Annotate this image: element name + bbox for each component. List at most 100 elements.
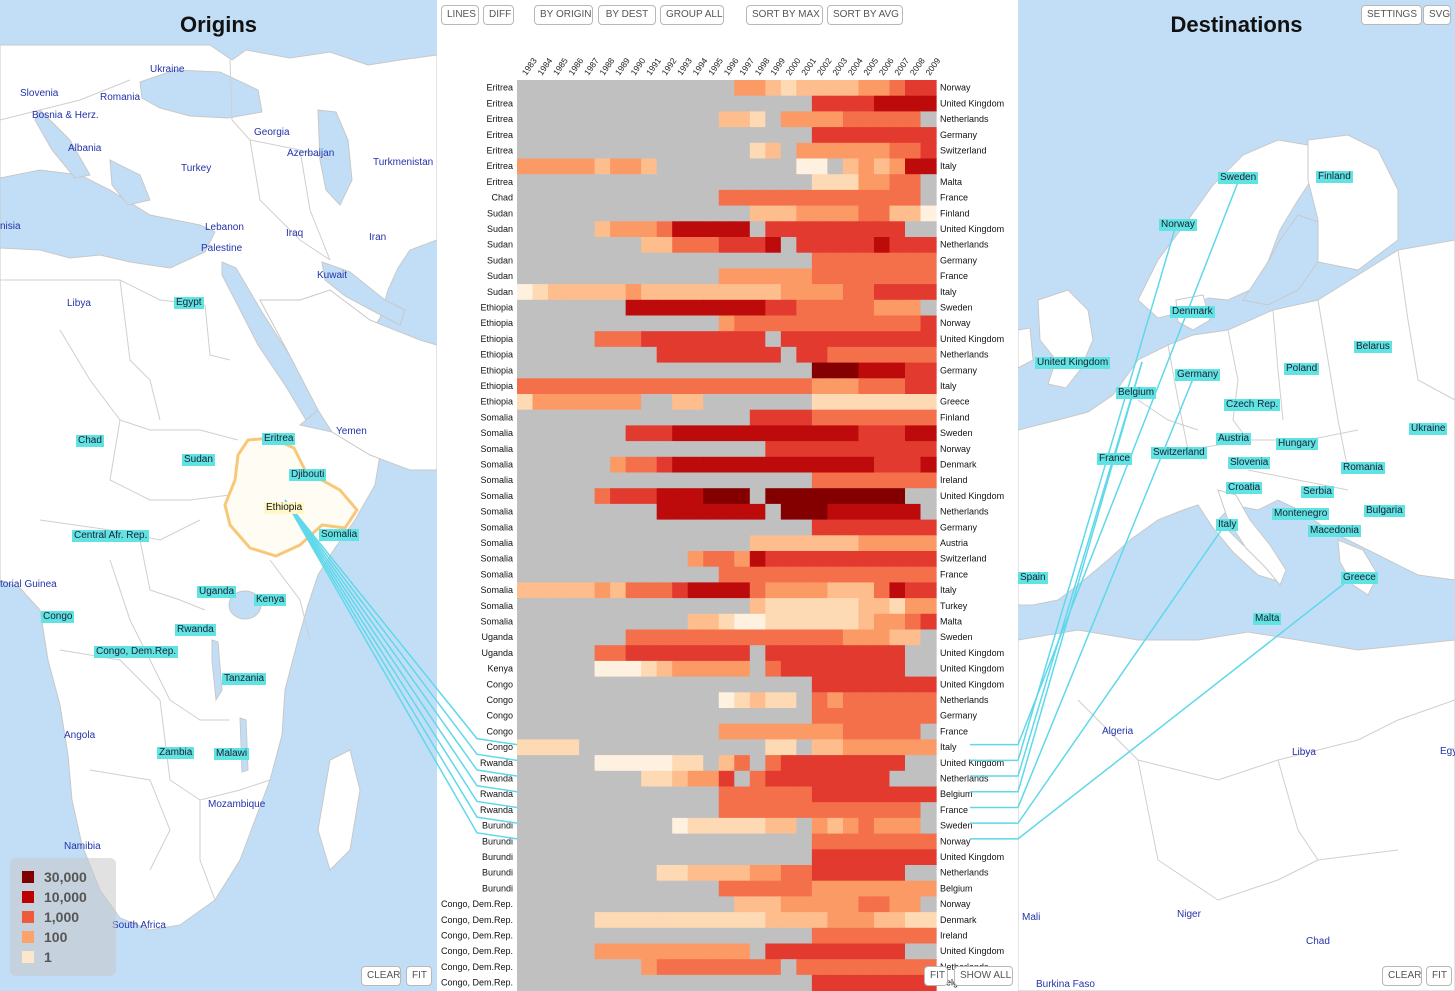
heatmap-cell[interactable] <box>563 80 580 97</box>
heatmap-cell[interactable] <box>563 189 580 207</box>
heatmap-cell[interactable] <box>610 472 627 489</box>
heatmap-cell[interactable] <box>889 488 906 505</box>
heatmap-cell[interactable] <box>718 425 735 442</box>
row-origin-label[interactable]: Congo <box>486 742 513 752</box>
heatmap-cell[interactable] <box>749 849 766 866</box>
heatmap-cell[interactable] <box>811 959 828 976</box>
heatmap-cell[interactable] <box>780 252 797 269</box>
heatmap-cell[interactable] <box>579 770 596 788</box>
heatmap-cell[interactable] <box>827 865 844 882</box>
row-destination-label[interactable]: Switzerland <box>940 554 987 564</box>
heatmap-cell[interactable] <box>920 221 937 238</box>
heatmap-cell[interactable] <box>873 268 891 285</box>
heatmap-cell[interactable] <box>641 158 658 175</box>
heatmap-cell[interactable] <box>889 676 906 693</box>
row-origin-label[interactable]: Sudan <box>487 240 513 250</box>
year-label[interactable]: 1994 <box>690 56 709 77</box>
heatmap-cell[interactable] <box>920 111 937 128</box>
heatmap-cell[interactable] <box>765 299 782 317</box>
heatmap-cell[interactable] <box>548 723 565 740</box>
heatmap-cell[interactable] <box>610 80 627 97</box>
heatmap-cell[interactable] <box>718 676 735 693</box>
heatmap-cell[interactable] <box>842 598 860 615</box>
heatmap-cell[interactable] <box>641 252 658 269</box>
heatmap-cell[interactable] <box>858 865 875 882</box>
heatmap-cell[interactable] <box>532 95 549 112</box>
origin-label-ethiopia[interactable]: Ethiopia <box>264 502 305 514</box>
row-destination-label[interactable]: Belgium <box>940 883 973 893</box>
origin-label-turkey[interactable]: Turkey <box>181 163 212 174</box>
heatmap-cell[interactable] <box>842 315 860 332</box>
heatmap-cell[interactable] <box>873 723 891 740</box>
heatmap-cell[interactable] <box>517 158 534 175</box>
heatmap-cell[interactable] <box>811 252 828 269</box>
heatmap-cell[interactable] <box>625 80 642 97</box>
heatmap-cell[interactable] <box>905 723 922 740</box>
heatmap-cell[interactable] <box>672 865 689 882</box>
heatmap-cell[interactable] <box>749 582 766 599</box>
heatmap-cell[interactable] <box>889 896 906 913</box>
year-label[interactable]: 2000 <box>784 56 803 77</box>
heatmap-cell[interactable] <box>641 629 658 646</box>
heatmap-cell[interactable] <box>858 535 875 552</box>
heatmap-cell[interactable] <box>718 660 735 678</box>
heatmap-cell[interactable] <box>517 268 534 285</box>
heatmap-cell[interactable] <box>672 394 689 411</box>
heatmap-cell[interactable] <box>687 519 704 536</box>
heatmap-cell[interactable] <box>532 221 549 238</box>
heatmap-cell[interactable] <box>594 284 611 301</box>
heatmap-cell[interactable] <box>749 519 766 536</box>
heatmap-cell[interactable] <box>703 927 720 945</box>
heatmap-cell[interactable] <box>532 927 549 945</box>
heatmap-cell[interactable] <box>796 425 813 442</box>
heatmap-cell[interactable] <box>594 456 611 474</box>
heatmap-cell[interactable] <box>889 394 906 411</box>
heatmap-cell[interactable] <box>842 142 860 160</box>
heatmap-cell[interactable] <box>889 566 906 583</box>
heatmap-cell[interactable] <box>517 582 534 599</box>
heatmap-cell[interactable] <box>703 645 720 662</box>
heatmap-cell[interactable] <box>827 158 844 175</box>
heatmap-cell[interactable] <box>842 943 860 960</box>
origin-label-libya[interactable]: Libya <box>67 298 91 309</box>
heatmap-cell[interactable] <box>827 519 844 536</box>
origin-label-albania[interactable]: Albania <box>68 143 102 154</box>
heatmap-cell[interactable] <box>610 676 627 693</box>
heatmap-cell[interactable] <box>718 331 735 348</box>
heatmap-cell[interactable] <box>517 833 534 850</box>
heatmap-cell[interactable] <box>734 472 751 489</box>
heatmap-cell[interactable] <box>703 346 720 364</box>
heatmap-cell[interactable] <box>765 896 782 913</box>
heatmap-cell[interactable] <box>641 927 658 945</box>
heatmap-cell[interactable] <box>532 708 549 725</box>
heatmap-cell[interactable] <box>734 346 751 364</box>
row-origin-label[interactable]: Somalia <box>480 554 513 564</box>
row-destination-label[interactable]: Germany <box>940 522 978 532</box>
row-origin-label[interactable]: Congo, Dem.Rep. <box>441 899 513 909</box>
heatmap-cell[interactable] <box>765 488 782 505</box>
heatmap-cell[interactable] <box>610 739 627 756</box>
heatmap-cell[interactable] <box>532 880 549 897</box>
heatmap-cell[interactable] <box>672 127 689 144</box>
heatmap-cell[interactable] <box>517 472 534 489</box>
heatmap-cell[interactable] <box>842 676 860 693</box>
row-destination-label[interactable]: Belgium <box>940 789 973 799</box>
heatmap-cell[interactable] <box>718 409 735 426</box>
heatmap-cell[interactable] <box>718 346 735 364</box>
heatmap-cell[interactable] <box>858 598 875 615</box>
heatmap-cell[interactable] <box>610 629 627 646</box>
heatmap-cell[interactable] <box>594 362 611 379</box>
heatmap-cell[interactable] <box>672 629 689 646</box>
heatmap-cell[interactable] <box>811 189 828 207</box>
heatmap-cell[interactable] <box>594 943 611 960</box>
heatmap-cell[interactable] <box>811 268 828 285</box>
heatmap-cell[interactable] <box>827 912 844 929</box>
row-origin-label[interactable]: Sudan <box>487 271 513 281</box>
heatmap-cell[interactable] <box>873 221 891 238</box>
heatmap-cell[interactable] <box>920 676 937 693</box>
heatmap-cell[interactable] <box>703 802 720 819</box>
heatmap-cell[interactable] <box>548 158 565 175</box>
heatmap-cell[interactable] <box>796 80 813 97</box>
heatmap-cell[interactable] <box>796 723 813 740</box>
row-destination-label[interactable]: Netherlands <box>940 773 989 783</box>
